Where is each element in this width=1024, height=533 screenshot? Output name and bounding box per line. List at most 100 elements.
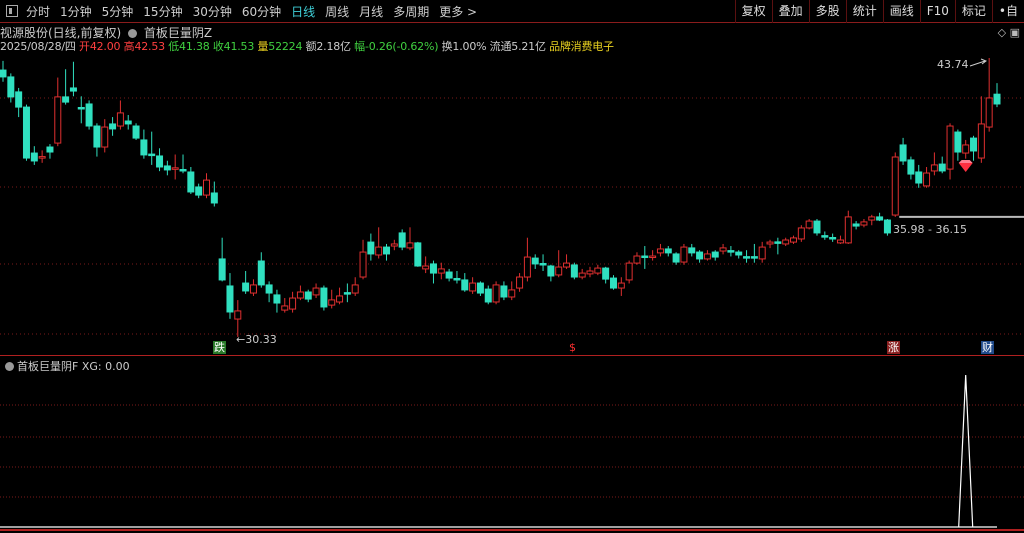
marker-rise[interactable]: 涨 bbox=[887, 341, 900, 354]
toolbar-button[interactable]: 叠加 bbox=[771, 0, 809, 23]
period-tab[interactable]: 日线 bbox=[291, 4, 316, 19]
candle bbox=[140, 139, 148, 156]
change-value: -0.26(-0.62%) bbox=[364, 40, 439, 53]
candle bbox=[586, 270, 594, 275]
panel-icon[interactable]: ▣ bbox=[1009, 26, 1020, 39]
candle bbox=[351, 284, 359, 294]
period-tab[interactable]: 5分钟 bbox=[101, 4, 134, 19]
panel-divider[interactable] bbox=[0, 355, 1024, 356]
candle bbox=[437, 268, 445, 274]
period-tab[interactable]: 周线 bbox=[325, 4, 350, 19]
toolbar-button[interactable]: 统计 bbox=[845, 0, 883, 23]
candle bbox=[930, 164, 938, 172]
candle bbox=[985, 97, 993, 128]
candle bbox=[946, 125, 954, 170]
candle bbox=[265, 284, 273, 294]
candle bbox=[876, 216, 884, 221]
change-label: 幅 bbox=[354, 40, 365, 53]
candle bbox=[797, 227, 805, 240]
marker-fall[interactable]: 跌 bbox=[213, 341, 226, 354]
candle bbox=[719, 247, 727, 252]
candle bbox=[101, 126, 109, 148]
candle bbox=[649, 255, 657, 259]
candle bbox=[758, 246, 766, 260]
candle bbox=[938, 163, 946, 172]
candle bbox=[375, 246, 383, 256]
candle bbox=[257, 260, 265, 286]
candle bbox=[15, 91, 23, 108]
candle bbox=[336, 295, 344, 303]
candle bbox=[868, 216, 876, 221]
candle bbox=[195, 186, 203, 196]
period-tab[interactable]: 15分钟 bbox=[143, 4, 183, 19]
candle bbox=[633, 255, 641, 264]
amount-value: 额2.18亿 bbox=[305, 40, 351, 53]
candle bbox=[148, 153, 156, 157]
indicator-panel-label: 首板巨量阴F XG: 0.00 bbox=[2, 358, 130, 374]
candle bbox=[273, 294, 281, 304]
candle bbox=[907, 159, 915, 175]
candle bbox=[62, 96, 70, 103]
candle bbox=[109, 123, 117, 130]
close-value: 41.53 bbox=[223, 40, 255, 53]
marker-dollar[interactable]: $ bbox=[569, 341, 576, 354]
period-tab[interactable]: 60分钟 bbox=[241, 4, 282, 19]
toolbar-button[interactable]: 复权 bbox=[734, 0, 772, 23]
candle bbox=[171, 167, 179, 170]
indicator-dropdown-icon[interactable] bbox=[128, 29, 138, 38]
high-price-label: 43.74 bbox=[937, 58, 969, 71]
candle bbox=[790, 237, 798, 243]
period-tab[interactable]: 月线 bbox=[359, 4, 384, 19]
candle bbox=[296, 291, 304, 299]
toolbar-button[interactable]: F10 bbox=[919, 0, 955, 23]
period-tab[interactable]: 30分钟 bbox=[192, 4, 232, 19]
candle bbox=[672, 253, 680, 263]
candle bbox=[664, 248, 672, 254]
candle bbox=[7, 76, 15, 98]
candle bbox=[782, 239, 790, 245]
sector-link[interactable]: 品牌消费电子 bbox=[549, 40, 614, 53]
period-tab[interactable]: 分时 bbox=[26, 4, 51, 19]
candle bbox=[993, 93, 1001, 105]
float-cap-value: 流通5.21亿 bbox=[489, 40, 546, 53]
diamond-icon[interactable]: ◇ bbox=[997, 26, 1007, 39]
candle bbox=[641, 255, 649, 259]
candle bbox=[609, 277, 617, 289]
toolbar-button[interactable]: 画线 bbox=[882, 0, 920, 23]
candle bbox=[414, 242, 422, 267]
candle bbox=[179, 168, 187, 172]
toolbar-button[interactable]: •自 bbox=[991, 0, 1024, 23]
candle bbox=[93, 125, 101, 148]
low-price-label: ←30.33 bbox=[236, 333, 277, 346]
indicator-dropdown-icon[interactable] bbox=[5, 362, 14, 371]
candle bbox=[249, 284, 257, 294]
candle bbox=[703, 253, 711, 260]
candle bbox=[688, 247, 696, 254]
candle bbox=[829, 237, 837, 240]
candle bbox=[813, 220, 821, 234]
bottom-border bbox=[0, 529, 1024, 531]
period-tab[interactable]: 更多 > bbox=[439, 4, 478, 19]
candle bbox=[281, 305, 289, 311]
sidebar-toggle-icon[interactable] bbox=[6, 5, 18, 17]
period-tab[interactable]: 1分钟 bbox=[60, 4, 92, 19]
candle bbox=[22, 106, 30, 159]
candle bbox=[547, 265, 555, 277]
period-tab[interactable]: 多周期 bbox=[393, 4, 430, 19]
candle bbox=[727, 250, 735, 253]
candle bbox=[656, 248, 664, 254]
indicator-name[interactable]: 首板巨量阴Z bbox=[143, 26, 213, 40]
candle bbox=[218, 258, 226, 281]
candle bbox=[289, 297, 297, 310]
toolbar-button[interactable]: 标记 bbox=[954, 0, 992, 23]
candle bbox=[132, 125, 140, 139]
candle bbox=[398, 232, 406, 248]
candle bbox=[680, 246, 688, 263]
candle bbox=[962, 144, 970, 154]
marker-finance[interactable]: 财 bbox=[981, 341, 994, 354]
toolbar-button[interactable]: 多股 bbox=[808, 0, 846, 23]
candle bbox=[805, 220, 813, 229]
candle bbox=[390, 243, 398, 247]
candle bbox=[954, 131, 962, 153]
